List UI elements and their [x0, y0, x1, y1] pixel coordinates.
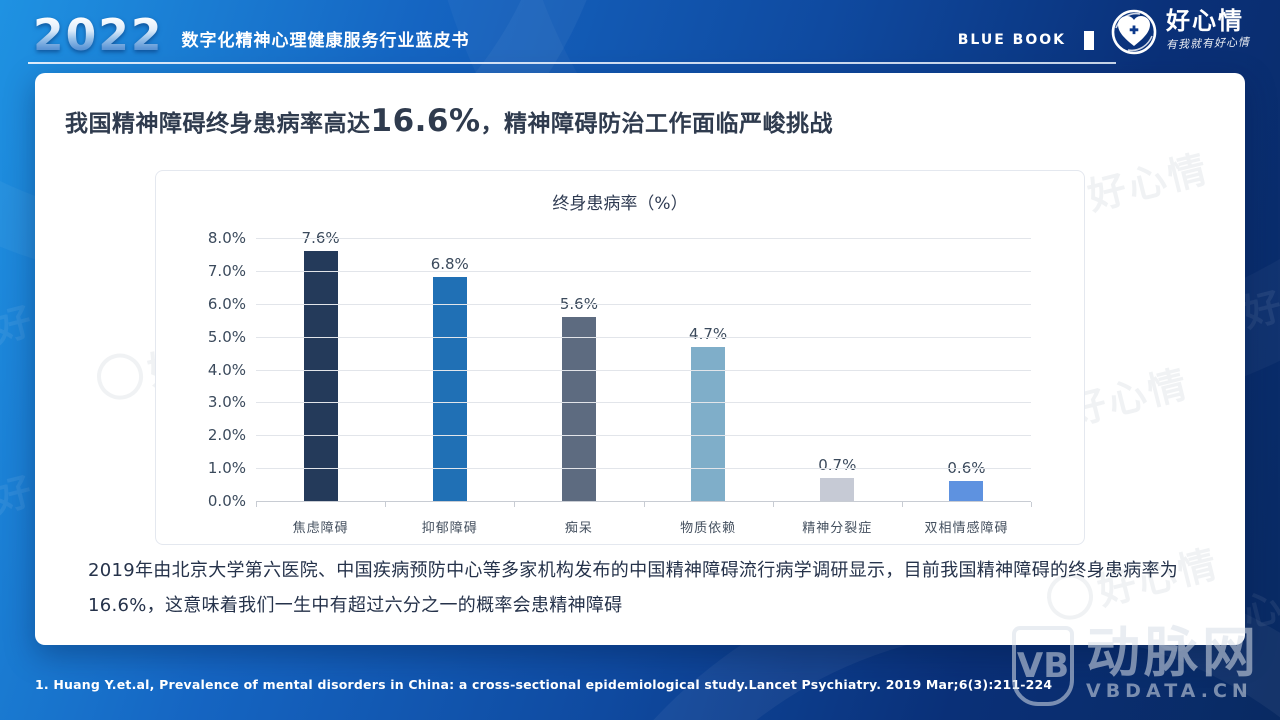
- gridline: [256, 369, 1031, 371]
- category-label: 精神分裂症: [802, 521, 873, 536]
- y-axis-tick-label: 4.0%: [207, 360, 246, 379]
- chart-category-labels: 焦虑障碍 抑郁障碍 痴呆 物质依赖 精神分裂症 双相情感障碍: [256, 517, 1031, 536]
- bar-物质依赖: 4.7%: [689, 325, 727, 501]
- y-axis-tick-label: 0.0%: [207, 492, 246, 510]
- vbdata-url: VBDATA.CN: [1086, 680, 1253, 702]
- gridline: [256, 468, 1031, 470]
- y-axis-tick-label: 8.0%: [207, 229, 246, 247]
- category-label: 物质依赖: [680, 521, 737, 536]
- body-paragraph: 2019年由北京大学第六医院、中国疾病预防中心等多家机构发布的中国精神障碍流行病…: [88, 560, 1179, 616]
- bar-slot: 0.7%: [773, 238, 902, 501]
- chart-plot-area: 7.6% 6.8% 5.6% 4.7% 0.7% 0.6% 8.0% 7.0% 6.0% 5.0…: [208, 229, 1032, 510]
- bar-精神分裂症: 0.7%: [818, 456, 856, 501]
- gridline: [256, 270, 1031, 272]
- bar-value-label: 6.8%: [430, 255, 469, 274]
- gridline: [256, 303, 1031, 305]
- brand-tagline: 有我就有好心情: [1165, 35, 1251, 52]
- bar-焦虑障碍: 7.6%: [302, 229, 340, 501]
- bar-slot: 7.6%: [256, 229, 385, 501]
- x-axis-tick: [901, 502, 903, 507]
- y-axis-tick-label: 2.0%: [207, 426, 246, 445]
- header-title: 数字化精神心理健康服务行业蓝皮书: [181, 30, 470, 51]
- x-axis-tick: [514, 502, 516, 507]
- x-axis-line: [256, 501, 1031, 502]
- bar-双相情感障碍: 0.6%: [947, 459, 985, 501]
- y-axis-tick-label: 6.0%: [207, 294, 246, 313]
- gridline: [256, 336, 1031, 338]
- x-axis-tick: [772, 502, 774, 507]
- y-axis-tick-label: 1.0%: [207, 459, 246, 478]
- x-axis-tick: [643, 502, 645, 507]
- bar-slot: 6.8%: [385, 238, 514, 501]
- blue-book-label: BLUE BOOK: [957, 32, 1066, 48]
- bar-chart-panel: 终身患病率（%） 7.6% 6.8% 5.6% 4.7% 0.7% 0.6% 8.0% 7.…: [155, 170, 1085, 545]
- x-axis-tick: [385, 502, 387, 507]
- x-axis-tick: [256, 502, 257, 507]
- citation-text: 1. Huang Y.et.al, Prevalence of mental d…: [35, 677, 1053, 692]
- bar-value-label: 4.7%: [689, 324, 728, 343]
- brand-logo: 好心情 有我就有好心情: [1110, 8, 1250, 56]
- bar-抑郁障碍: 6.8%: [431, 255, 469, 501]
- brand-text-group: 好心情 有我就有好心情: [1165, 7, 1251, 52]
- chart-title: 终身患病率（%）: [552, 194, 688, 214]
- header-underline: [28, 62, 1116, 64]
- bar-value-label: 0.7%: [818, 456, 857, 474]
- header-divider-bar: [1084, 30, 1094, 50]
- brand-watermark-logo-icon: [92, 348, 148, 404]
- page-title: 我国精神障碍终身患病率高达16.6%，精神障碍防治工作面临严峻挑战: [65, 103, 833, 139]
- page-title-suffix: ，精神障碍防治工作面临严峻挑战: [480, 111, 834, 137]
- brand-name: 好心情: [1166, 7, 1244, 35]
- category-label: 痴呆: [564, 521, 593, 536]
- y-axis-tick-label: 3.0%: [207, 393, 246, 412]
- category-label: 焦虑障碍: [292, 521, 349, 536]
- y-axis-tick-label: 5.0%: [207, 327, 246, 346]
- header-right-group: BLUE BOOK 好心情 有我就有好心情: [958, 8, 1250, 56]
- gridline: [256, 238, 1031, 239]
- gridline: [256, 435, 1031, 437]
- heart-logo-icon: [1110, 8, 1158, 56]
- bar-痴呆: 5.6%: [560, 295, 598, 501]
- gridline: [256, 402, 1031, 404]
- y-axis-tick-label: 7.0%: [207, 261, 246, 280]
- page-title-highlight: 16.6%: [370, 103, 481, 139]
- category-label: 抑郁障碍: [421, 521, 478, 536]
- header: 2022 数字化精神心理健康服务行业蓝皮书 BLUE BOOK 好心情 有: [0, 0, 1280, 64]
- page-title-prefix: 我国精神障碍终身患病率高达: [65, 111, 371, 137]
- category-label: 双相情感障碍: [924, 521, 1009, 536]
- bar-slot: 4.7%: [644, 238, 773, 501]
- chart-bars: 7.6% 6.8% 5.6% 4.7% 0.7% 0.6%: [256, 229, 1031, 501]
- x-axis-tick: [1031, 502, 1032, 507]
- header-year: 2022: [33, 10, 164, 61]
- content-card: 好心情 好心情 好心情 好心情 我国精神障碍终身患病率高达16.6%，精神障碍防…: [35, 73, 1245, 645]
